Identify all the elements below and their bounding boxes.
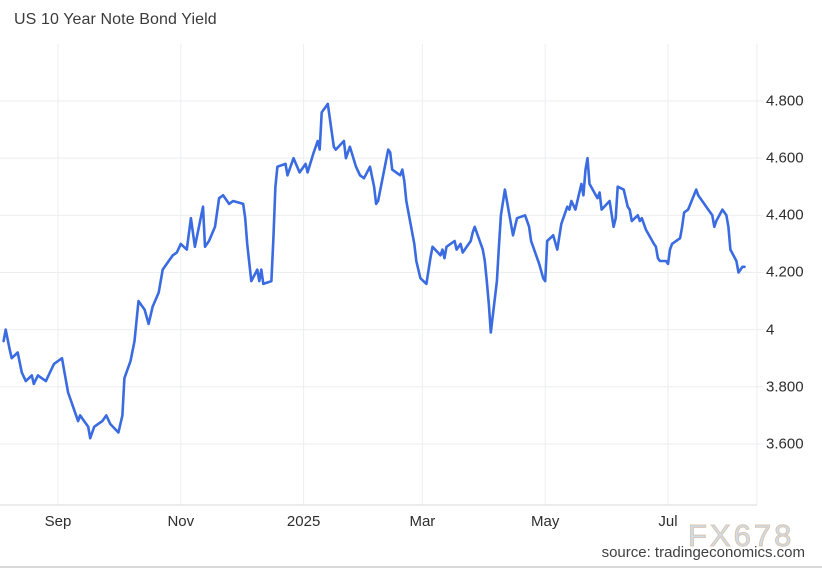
yield-series-line	[2, 102, 746, 440]
x-tick-label: 2025	[286, 513, 321, 530]
x-tick-label: Mar	[409, 513, 436, 530]
y-tick-label: 3.600	[766, 435, 804, 453]
bottom-divider	[0, 566, 822, 568]
x-tick-label: Jul	[658, 513, 678, 530]
y-tick-label: 4.800	[766, 92, 804, 110]
x-tick-label: Nov	[167, 513, 195, 530]
x-tick-label: May	[531, 513, 560, 530]
y-tick-label: 4.400	[766, 206, 804, 224]
chart-title: US 10 Year Note Bond Yield	[14, 11, 217, 28]
y-tick-label: 4.200	[766, 263, 804, 281]
source-attribution: source: tradingeconomics.com	[601, 544, 805, 561]
fx678-watermark: FX678	[687, 518, 795, 554]
y-tick-label: 4.600	[766, 149, 804, 167]
y-tick-label: 3.800	[766, 378, 804, 396]
y-tick-label: 4	[766, 321, 775, 339]
x-tick-label: Sep	[44, 513, 72, 530]
